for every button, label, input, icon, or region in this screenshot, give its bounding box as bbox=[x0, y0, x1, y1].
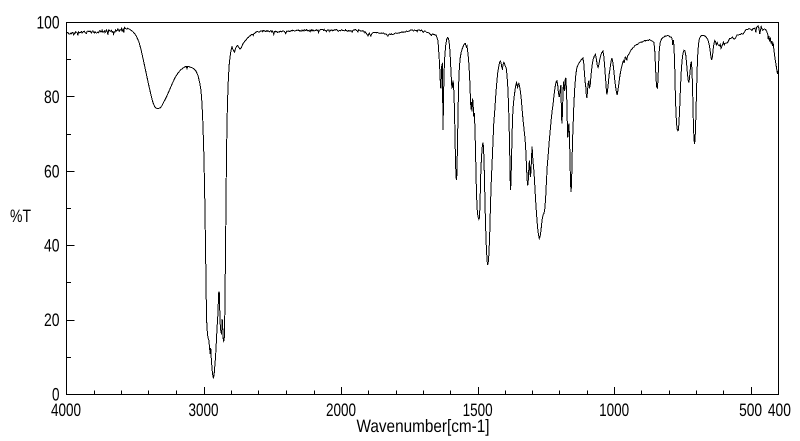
svg-text:4000: 4000 bbox=[51, 400, 81, 420]
svg-text:40: 40 bbox=[44, 236, 60, 256]
svg-text:1000: 1000 bbox=[599, 400, 629, 420]
svg-text:Wavenumber[cm-1]: Wavenumber[cm-1] bbox=[357, 416, 490, 436]
svg-text:100: 100 bbox=[37, 13, 60, 33]
svg-text:500: 500 bbox=[739, 400, 762, 420]
svg-text:2000: 2000 bbox=[326, 400, 356, 420]
svg-text:80: 80 bbox=[44, 87, 60, 107]
svg-text:3000: 3000 bbox=[189, 400, 219, 420]
svg-text:%T: %T bbox=[10, 206, 31, 226]
svg-text:0: 0 bbox=[52, 385, 60, 405]
svg-text:60: 60 bbox=[44, 161, 60, 181]
svg-text:20: 20 bbox=[44, 310, 60, 330]
svg-text:1500: 1500 bbox=[463, 400, 493, 420]
svg-text:400: 400 bbox=[768, 400, 791, 420]
